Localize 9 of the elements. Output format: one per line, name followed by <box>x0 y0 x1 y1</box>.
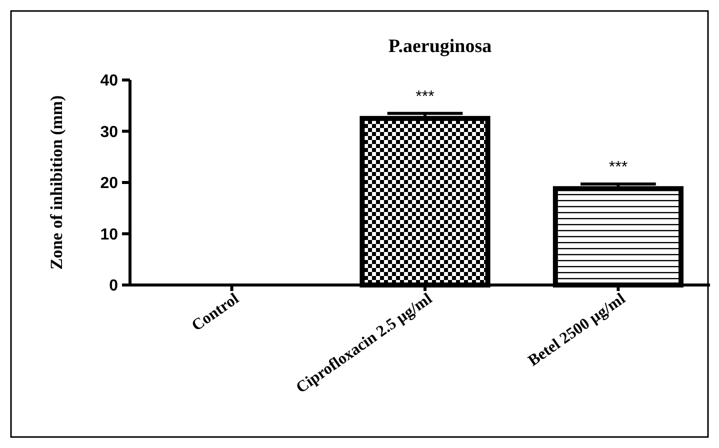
annotation: *** <box>608 159 628 176</box>
y-axis-title: Zone of inhibition (mm) <box>47 95 66 270</box>
y-tick-label: 0 <box>109 278 118 295</box>
chart-title: P.aeruginosa <box>388 36 492 57</box>
annotation: *** <box>416 88 434 106</box>
y-tick-label: 30 <box>100 124 118 141</box>
y-tick-label: 20 <box>100 175 118 192</box>
y-tick-label: 10 <box>100 226 118 244</box>
y-tick-label: 40 <box>100 72 118 90</box>
